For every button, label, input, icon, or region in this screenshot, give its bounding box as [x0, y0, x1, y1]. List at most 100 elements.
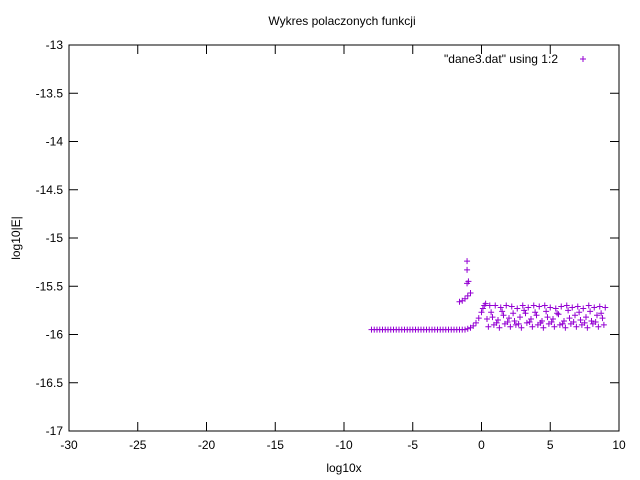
x-tick-label: -30 [60, 438, 78, 452]
data-point [556, 321, 563, 328]
y-tick-label: -17 [46, 424, 64, 438]
data-point [585, 302, 592, 309]
data-point [562, 324, 569, 331]
data-point [519, 302, 526, 309]
x-tick-label: -10 [335, 438, 353, 452]
data-point [592, 318, 599, 325]
data-point [470, 322, 477, 329]
data-point [521, 307, 528, 314]
data-point [462, 326, 468, 333]
legend-marker [580, 56, 586, 62]
data-point [533, 312, 540, 319]
y-axis: -13 -13.5 -14 -14.5 -15 -15.5 -16 -16.5 -17 [36, 38, 619, 438]
data-point [526, 318, 533, 325]
data-point [558, 303, 565, 310]
legend-plus-icon [580, 56, 586, 62]
data-point [456, 298, 463, 305]
data-point [536, 303, 543, 310]
data-point [518, 324, 525, 331]
y-tick-label: -13.5 [36, 86, 64, 100]
data-point [532, 309, 539, 316]
x-tick-label: 10 [612, 438, 626, 452]
data-point [475, 315, 482, 322]
data-point [500, 312, 507, 319]
data-point [555, 311, 562, 318]
data-point [595, 323, 602, 330]
data-point [550, 316, 556, 323]
data-point [548, 318, 555, 325]
data-point [523, 319, 530, 326]
data-point [464, 266, 471, 273]
data-point [559, 320, 566, 327]
data-point [511, 317, 518, 324]
data-point [563, 302, 570, 309]
data-point [496, 324, 503, 331]
x-tick-label: -15 [267, 438, 285, 452]
data-point [573, 323, 580, 330]
x-tick-label: -25 [129, 438, 147, 452]
data-point [522, 310, 529, 317]
data-point [503, 302, 510, 309]
data-point [554, 310, 561, 317]
data-point [497, 304, 504, 311]
data-point [482, 300, 489, 307]
data-point [594, 312, 600, 319]
data-point [591, 304, 598, 311]
data-point [584, 324, 591, 331]
data-point [507, 323, 514, 330]
data-point [467, 290, 474, 297]
data-point [544, 314, 551, 321]
data-point [489, 314, 496, 321]
data-point [529, 323, 536, 330]
data-point [486, 302, 493, 309]
data-point [583, 314, 589, 321]
plot-frame [68, 44, 620, 432]
data-point [485, 323, 492, 330]
data-point [517, 314, 523, 321]
data-point [581, 319, 588, 326]
chart-title: Wykres polaczonych funkcji [268, 14, 415, 28]
x-tick-label: -20 [198, 438, 216, 452]
x-axis: -30 -25 -20 -15 -10 -5 0 5 10 [60, 45, 626, 452]
data-point [552, 305, 559, 312]
data-point [570, 318, 577, 325]
data-point [551, 323, 558, 330]
y-tick-label: -15.5 [36, 279, 64, 293]
data-point [561, 317, 567, 324]
data-point [587, 308, 594, 315]
data-point [540, 324, 547, 331]
data-point [566, 315, 573, 322]
data-point [599, 315, 606, 322]
y-tick-label: -16.5 [36, 376, 64, 390]
data-point [495, 317, 501, 324]
data-point [499, 308, 506, 315]
data-point [464, 258, 471, 265]
y-tick-label: -14 [46, 135, 64, 149]
data-point [492, 302, 499, 309]
y-axis-label: log10|E| [9, 216, 23, 260]
data-point [602, 304, 609, 311]
data-point [493, 319, 500, 326]
data-point [565, 307, 572, 314]
data-point [543, 308, 550, 315]
data-point [508, 303, 515, 310]
x-tick-label: 5 [547, 438, 554, 452]
data-point [506, 315, 512, 322]
data-point [577, 317, 584, 324]
y-tick-label: -14.5 [36, 183, 64, 197]
x-axis-label: log10x [326, 461, 361, 475]
data-point [547, 304, 554, 311]
legend: "dane3.dat" using 1:2 [444, 52, 586, 66]
data-point [530, 302, 537, 309]
data-point [479, 305, 486, 312]
x-tick-label: 0 [478, 438, 485, 452]
data-point [512, 321, 519, 328]
x-tick-label: -5 [407, 438, 418, 452]
data-point [572, 312, 578, 319]
data-point [473, 319, 479, 326]
data-point [525, 304, 532, 311]
data-point [588, 317, 595, 324]
series-points [368, 258, 609, 333]
data-point [580, 305, 587, 312]
